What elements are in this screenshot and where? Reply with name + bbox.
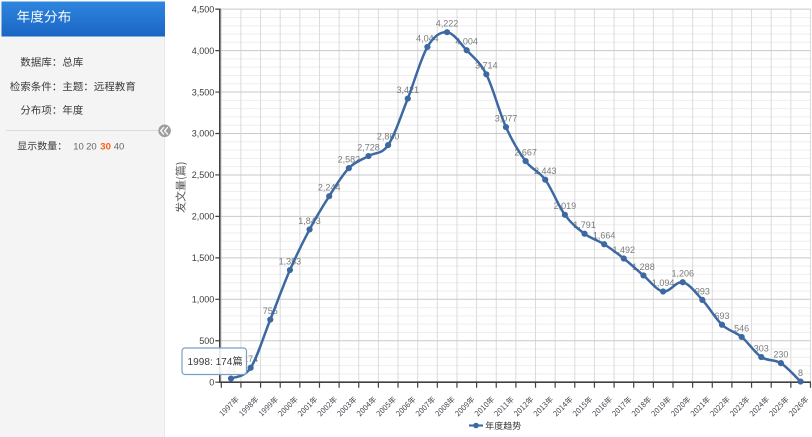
svg-text:2,728: 2,728 xyxy=(357,142,380,152)
svg-text:4,000: 4,000 xyxy=(192,46,215,56)
svg-text:693: 693 xyxy=(714,311,729,321)
svg-text:1,492: 1,492 xyxy=(613,245,636,255)
svg-text:20: 20 xyxy=(86,142,97,153)
svg-text:1998: 174: 1998: 174 xyxy=(188,357,233,368)
svg-text:755: 755 xyxy=(263,306,278,316)
svg-text:2,667: 2,667 xyxy=(514,148,537,158)
svg-text:1,094: 1,094 xyxy=(652,278,675,288)
svg-text:3,714: 3,714 xyxy=(475,61,498,71)
svg-text:2,000: 2,000 xyxy=(192,212,215,222)
svg-text:2,019: 2,019 xyxy=(554,201,577,211)
svg-text:2,244: 2,244 xyxy=(318,183,341,193)
svg-text:1,664: 1,664 xyxy=(593,231,616,241)
svg-text:3,500: 3,500 xyxy=(192,87,215,97)
svg-text:3,077: 3,077 xyxy=(495,114,518,124)
svg-text:993: 993 xyxy=(695,286,710,296)
svg-text:0: 0 xyxy=(209,377,214,387)
svg-text:1,500: 1,500 xyxy=(192,253,215,263)
svg-text:8: 8 xyxy=(798,368,803,378)
svg-text:174: 174 xyxy=(243,354,258,364)
svg-text:10: 10 xyxy=(73,142,84,153)
svg-text:30: 30 xyxy=(100,142,111,153)
svg-text:4,004: 4,004 xyxy=(455,37,478,47)
svg-text:1,206: 1,206 xyxy=(671,269,694,279)
svg-text:3,000: 3,000 xyxy=(192,129,215,139)
svg-text:500: 500 xyxy=(199,336,214,346)
svg-text:1,288: 1,288 xyxy=(632,262,655,272)
svg-text:1,791: 1,791 xyxy=(573,220,596,230)
svg-text:2,443: 2,443 xyxy=(534,166,557,176)
svg-text:2,860: 2,860 xyxy=(377,132,400,142)
svg-text:546: 546 xyxy=(734,323,749,333)
svg-text:2,582: 2,582 xyxy=(338,155,361,165)
svg-text:40: 40 xyxy=(114,142,125,153)
svg-text:3,421: 3,421 xyxy=(396,85,419,95)
svg-text:1,000: 1,000 xyxy=(192,295,215,305)
svg-text:1,353: 1,353 xyxy=(279,256,302,266)
svg-text:4,044: 4,044 xyxy=(416,33,439,43)
svg-text:230: 230 xyxy=(773,350,788,360)
svg-text:4,500: 4,500 xyxy=(192,4,215,14)
svg-text:1,843: 1,843 xyxy=(298,216,321,226)
svg-text:2,500: 2,500 xyxy=(192,170,215,180)
svg-text:303: 303 xyxy=(754,343,769,353)
svg-text:4,222: 4,222 xyxy=(436,19,459,29)
